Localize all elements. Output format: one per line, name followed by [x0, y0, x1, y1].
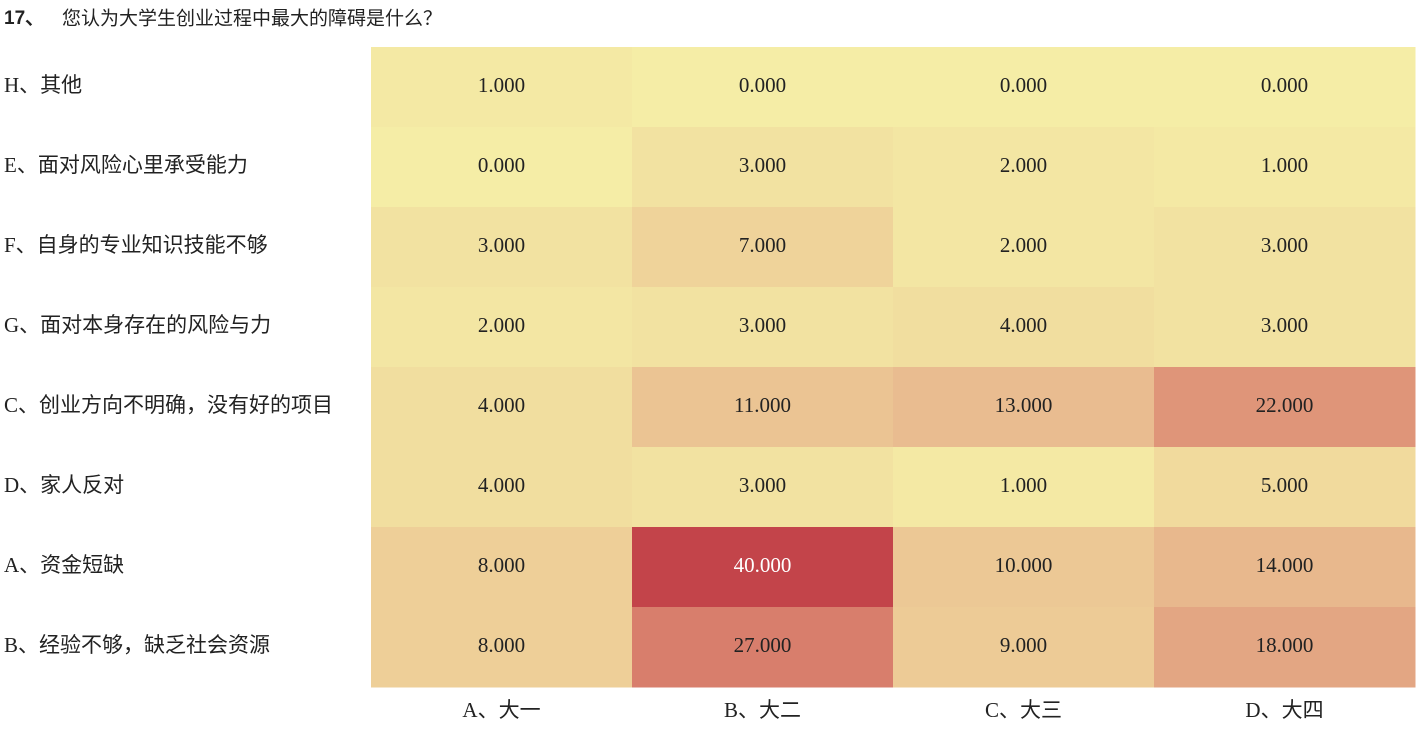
column-label: B、大二 — [724, 698, 801, 722]
cell-label: 27.000 — [734, 633, 792, 657]
column-label: C、大三 — [985, 698, 1062, 722]
heat-cell — [632, 127, 894, 208]
cell-label: 1.000 — [478, 73, 525, 97]
heat-cell — [632, 607, 894, 688]
cell-label: 14.000 — [1256, 553, 1314, 577]
cell-label: 10.000 — [995, 553, 1053, 577]
cell-label: 4.000 — [1000, 313, 1047, 337]
cell-label: 4.000 — [478, 393, 525, 417]
cell-label: 40.000 — [734, 553, 792, 577]
heat-cell — [632, 47, 894, 128]
heat-cell — [1154, 447, 1416, 528]
heat-cell — [371, 367, 633, 448]
heat-cell — [893, 127, 1155, 208]
heat-cell — [632, 527, 894, 608]
cell-label: 8.000 — [478, 633, 525, 657]
heat-cell — [1154, 367, 1416, 448]
row-label: F、自身的专业知识技能不够 — [4, 233, 268, 257]
heat-cell — [371, 527, 633, 608]
row-label: H、其他 — [4, 73, 82, 97]
heat-cell — [893, 287, 1155, 368]
cell-label: 3.000 — [1261, 313, 1308, 337]
cell-label: 7.000 — [739, 233, 786, 257]
heat-cell — [1154, 287, 1416, 368]
heat-cell — [893, 527, 1155, 608]
heat-cell — [632, 447, 894, 528]
cell-label: 0.000 — [1261, 73, 1308, 97]
cell-label: 1.000 — [1261, 153, 1308, 177]
cell-label: 0.000 — [1000, 73, 1047, 97]
row-label: A、资金短缺 — [4, 553, 124, 577]
cell-label: 2.000 — [478, 313, 525, 337]
heat-cell — [371, 607, 633, 688]
heat-cell — [632, 207, 894, 288]
cell-label: 13.000 — [995, 393, 1053, 417]
chart-title: 您认为大学生创业过程中最大的障碍是什么？ — [62, 8, 442, 30]
row-label: G、面对本身存在的风险与力 — [4, 313, 271, 337]
cell-label: 0.000 — [739, 73, 786, 97]
cell-label: 22.000 — [1256, 393, 1314, 417]
cell-label: 9.000 — [1000, 633, 1047, 657]
heat-cell — [893, 207, 1155, 288]
cell-label: 3.000 — [739, 313, 786, 337]
heat-cell — [632, 367, 894, 448]
column-label: D、大四 — [1245, 698, 1323, 722]
row-label: C、创业方向不明确，没有好的项目 — [4, 393, 333, 417]
cell-label: 2.000 — [1000, 233, 1047, 257]
heat-cell — [371, 207, 633, 288]
row-label: D、家人反对 — [4, 473, 124, 497]
heat-cell — [1154, 207, 1416, 288]
heat-cell — [893, 367, 1155, 448]
heat-cell — [1154, 607, 1416, 688]
cell-label: 3.000 — [478, 233, 525, 257]
heat-cell — [371, 47, 633, 128]
heat-cell — [893, 47, 1155, 128]
cell-label: 5.000 — [1261, 473, 1308, 497]
cell-label: 8.000 — [478, 553, 525, 577]
heat-cell — [893, 447, 1155, 528]
heat-cell — [632, 287, 894, 368]
cell-label: 3.000 — [739, 153, 786, 177]
row-label: E、面对风险心里承受能力 — [4, 153, 248, 177]
heat-cell — [371, 287, 633, 368]
cell-label: 3.000 — [739, 473, 786, 497]
heat-cell — [1154, 47, 1416, 128]
heat-cell — [1154, 527, 1416, 608]
cell-label: 4.000 — [478, 473, 525, 497]
cell-label: 2.000 — [1000, 153, 1047, 177]
heat-cell — [1154, 127, 1416, 208]
heat-cell — [893, 607, 1155, 688]
cell-label: 1.000 — [1000, 473, 1047, 497]
cell-label: 18.000 — [1256, 633, 1314, 657]
cell-label: 11.000 — [734, 393, 791, 417]
heat-cell — [371, 447, 633, 528]
question-number: 17、 — [4, 8, 44, 29]
cell-label: 3.000 — [1261, 233, 1308, 257]
column-label: A、大一 — [462, 698, 540, 722]
cell-label: 0.000 — [478, 153, 525, 177]
heat-cell — [371, 127, 633, 208]
row-label: B、经验不够，缺乏社会资源 — [4, 633, 270, 657]
